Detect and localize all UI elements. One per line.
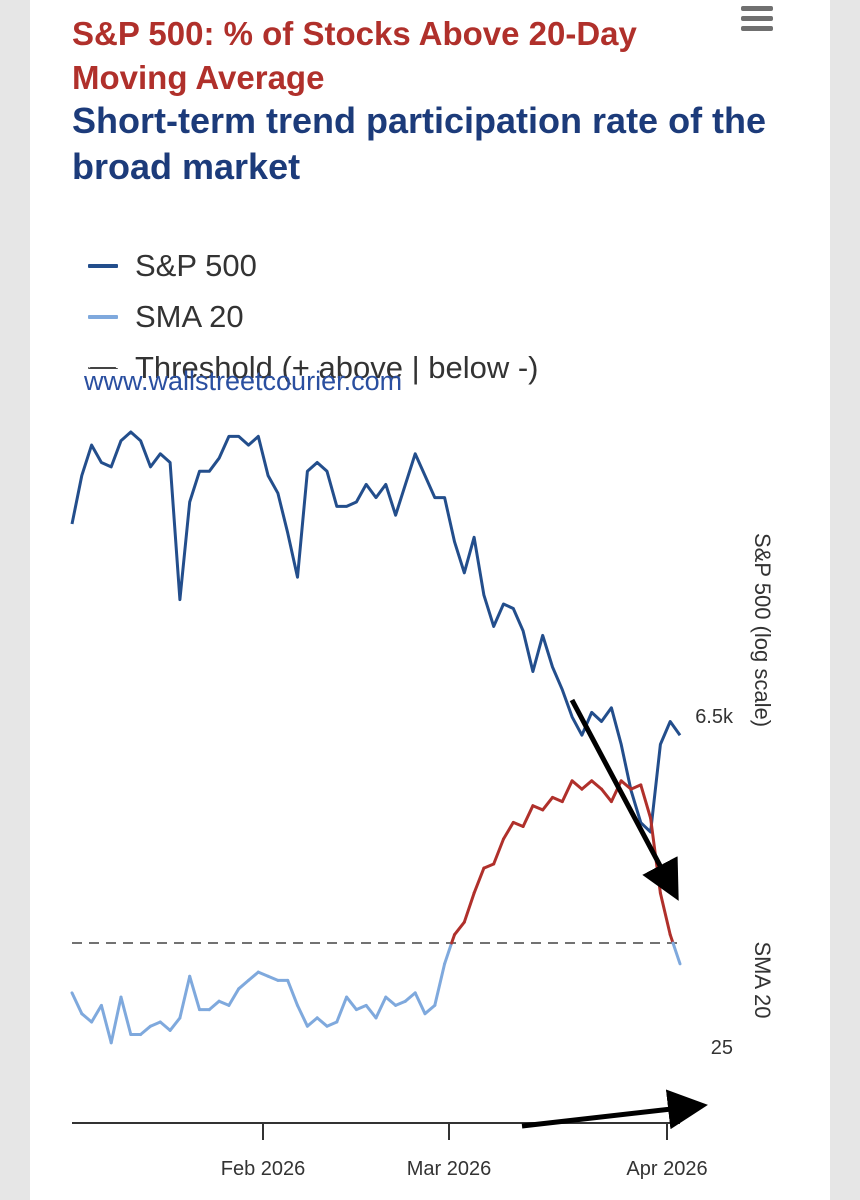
sma20-segment-above xyxy=(70,991,84,1016)
menu-icon-bar xyxy=(741,26,773,31)
legend-label-threshold: Threshold (+ above | below -) xyxy=(135,349,539,385)
legend-label-sp500: S&P 500 xyxy=(135,247,257,283)
legend-item-sma20[interactable]: SMA 20 xyxy=(88,291,539,342)
sma20-segment-below xyxy=(580,779,594,791)
legend-item-threshold[interactable]: Threshold (+ above | below -) xyxy=(88,342,539,393)
sma20-segment-above xyxy=(178,974,192,1020)
sma20-segment-above xyxy=(286,978,299,1007)
menu-icon-bar xyxy=(741,16,773,21)
sma20-segment-above xyxy=(217,999,231,1007)
sma20-segment-above xyxy=(345,995,358,1012)
menu-icon-bar xyxy=(741,6,773,11)
sma20-segment-above xyxy=(394,999,407,1007)
sma20-segment-above xyxy=(256,970,270,978)
sma20-segment-below xyxy=(541,795,554,812)
sma20-segment-below xyxy=(658,891,672,937)
sma20-segment-above xyxy=(364,1003,378,1020)
sma20-segment-above xyxy=(325,1020,339,1028)
sma20-segment-below xyxy=(502,820,515,841)
sma20-segment-above xyxy=(266,974,280,982)
sma20-segment-above xyxy=(443,941,454,966)
sma20-segment-above xyxy=(335,995,349,1024)
legend-item-sp500[interactable]: S&P 500 xyxy=(88,240,539,291)
sma20-segment-below xyxy=(482,862,496,870)
legend-label-sma20: SMA 20 xyxy=(135,298,244,334)
sma20-segment-above xyxy=(384,995,398,1007)
credit-watermark: www.wallstreetcourier.com xyxy=(84,366,403,396)
x-tick-label-apr: Apr 2026 xyxy=(626,1158,707,1180)
sma20-segment-above xyxy=(227,987,241,1007)
sma20-segment-above xyxy=(99,1003,113,1045)
sma20-segment-above xyxy=(168,1016,182,1032)
sma20-segment-below xyxy=(472,866,486,895)
sma20-segment-above xyxy=(433,962,447,1007)
sma20-segment-above xyxy=(109,995,123,1045)
sma20-segment-above xyxy=(413,991,427,1016)
sma20-segment-below xyxy=(600,787,613,804)
sma20-segment-above xyxy=(237,978,250,991)
annotation-arrow-up xyxy=(521,1089,708,1130)
sma20-segment-below xyxy=(492,837,505,866)
y-tick-label-6-5k: 6.5k xyxy=(695,706,734,728)
y-tick-label-25: 25 xyxy=(711,1037,733,1059)
chart-card xyxy=(30,0,830,1200)
sma20-segment-below xyxy=(560,779,574,804)
sma20-segment-above xyxy=(119,995,133,1036)
sma20-segment-below xyxy=(462,891,476,924)
sma20-segment-below xyxy=(619,779,633,791)
x-tick-label-mar: Mar 2026 xyxy=(407,1158,492,1180)
sma20-segment-above xyxy=(403,991,417,1003)
sma20-segment-above xyxy=(305,1016,319,1028)
legend-swatch-threshold xyxy=(88,366,118,369)
sma20-segment-above xyxy=(671,941,682,966)
legend-swatch-sma20 xyxy=(88,314,118,319)
y-axis-title-sma20: SMA 20 xyxy=(750,941,775,1018)
sma20-segment-above xyxy=(158,1020,172,1032)
sma20-segment-above xyxy=(247,970,260,982)
x-tick-label-feb: Feb 2026 xyxy=(221,1158,306,1180)
sma20-segment-below xyxy=(551,795,564,804)
sma20-segment-above xyxy=(423,1003,437,1016)
sma20-segment-below xyxy=(511,820,525,828)
sp500-series xyxy=(70,430,682,834)
sma20-segment-above xyxy=(296,1003,309,1028)
chart-title: S&P 500: % of Stocks Above 20-Day Moving… xyxy=(72,15,637,96)
legend-swatch-sp500 xyxy=(88,263,118,268)
sp500-line xyxy=(70,430,682,834)
chart-subtitle: Short-term trend participation rate of t… xyxy=(72,100,767,187)
sma20-segment-below xyxy=(453,920,466,937)
annotation-arrow-down xyxy=(569,698,679,901)
sma20-segment-below xyxy=(629,783,643,791)
sma20-segment-above xyxy=(80,1012,94,1024)
sma20-segment-above xyxy=(149,1020,162,1028)
sma20-segment-below xyxy=(521,804,535,828)
sma20-segment-above xyxy=(90,1003,103,1024)
sma20-segment-below xyxy=(590,779,603,791)
sma20-segment-above xyxy=(354,1003,368,1012)
y-axis-title-sp500: S&P 500 (log scale) xyxy=(750,533,775,727)
sma20-segment-below xyxy=(570,779,584,791)
legend: S&P 500 SMA 20 Threshold (+ above | belo… xyxy=(88,240,539,393)
sma20-segment-below xyxy=(639,783,653,820)
sma20-segment-above xyxy=(315,1016,329,1028)
sma20-segment-above xyxy=(374,995,388,1020)
sma20-segment-above xyxy=(139,1024,152,1036)
sma20-segment-below xyxy=(531,804,545,812)
sma20-segment-above xyxy=(207,999,221,1012)
sma20-series xyxy=(70,779,682,1045)
sma20-segment-above xyxy=(188,974,201,1012)
menu-icon[interactable] xyxy=(736,6,778,36)
